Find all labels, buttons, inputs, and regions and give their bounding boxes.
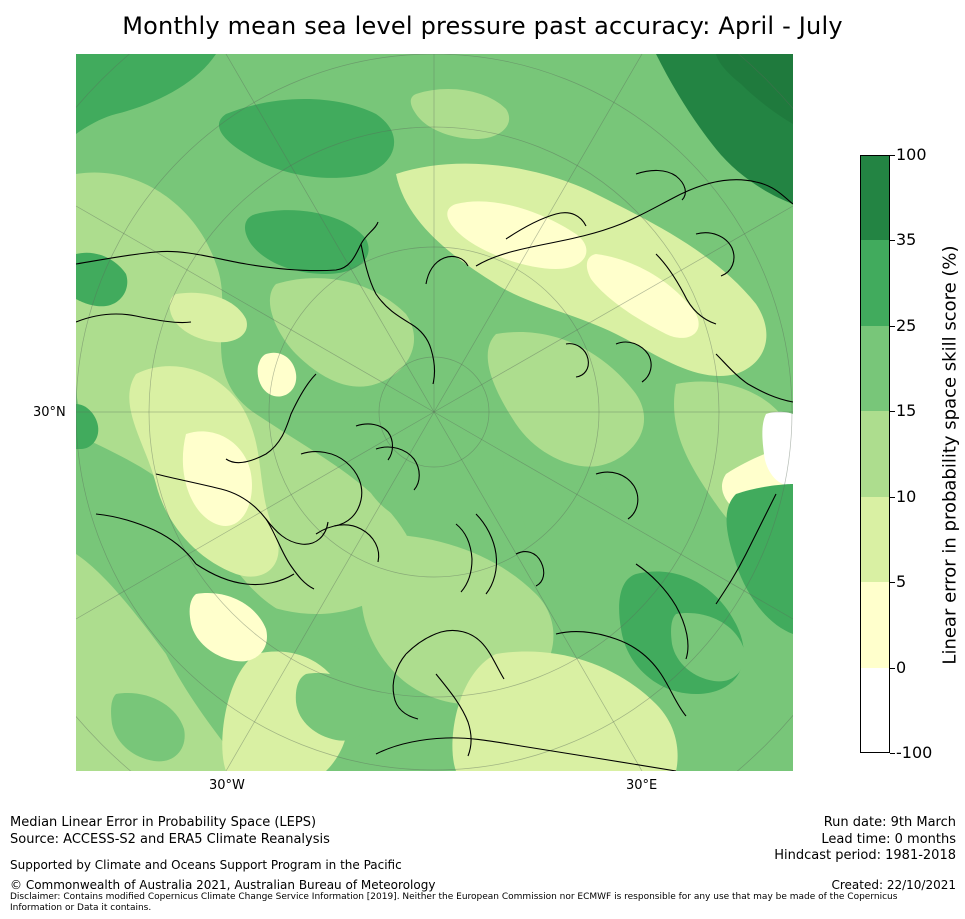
- colorbar-tick-label: 25: [896, 315, 917, 335]
- footer-run-date: Run date: 9th March: [823, 815, 956, 830]
- colorbar-tick: [890, 155, 895, 156]
- colorbar-tick: [890, 411, 895, 413]
- colorbar-tick-label: 100: [896, 145, 927, 164]
- footer-support: Supported by Climate and Oceans Support …: [10, 858, 402, 872]
- footer-lead-time: Lead time: 0 months: [821, 832, 956, 847]
- footer-disclaimer: Disclaimer: Contains modified Copernicus…: [10, 892, 898, 913]
- colorbar-tick: [890, 496, 895, 498]
- footer-copyright: © Commonwealth of Australia 2021, Austra…: [10, 878, 436, 892]
- colorbar-bin: [860, 325, 890, 412]
- colorbar-bin: [860, 496, 890, 583]
- colorbar-tick: [890, 753, 895, 754]
- lon-label-30e: 30°E: [626, 778, 658, 793]
- skill-score-field: [76, 54, 793, 771]
- colorbar-bin: [860, 155, 890, 241]
- colorbar: [860, 155, 890, 753]
- colorbar-tick-label: 10: [896, 486, 917, 506]
- colorbar-tick-label: 5: [896, 572, 907, 592]
- graticule: [76, 54, 793, 771]
- colorbar-tick: [890, 325, 895, 327]
- colorbar-bin: [860, 582, 890, 668]
- colorbar-tick-label: 0: [896, 657, 907, 677]
- colorbar-tick-label: 15: [896, 401, 917, 421]
- footer-created: Created: 22/10/2021: [831, 878, 956, 892]
- colorbar-tick-label: -100: [896, 743, 933, 762]
- colorbar-bin: [860, 667, 890, 753]
- chart-title: Monthly mean sea level pressure past acc…: [122, 12, 843, 40]
- colorbar-tick-label: 35: [896, 230, 917, 250]
- coastlines: [76, 169, 793, 771]
- colorbar-tick: [890, 667, 895, 669]
- colorbar-tick: [890, 240, 895, 242]
- colorbar-title: Linear error in probability space skill …: [939, 245, 961, 665]
- footer-leps: Median Linear Error in Probability Space…: [10, 815, 317, 830]
- colorbar-tick: [890, 582, 895, 584]
- colorbar-bin: [860, 240, 890, 326]
- footer-hindcast: Hindcast period: 1981-2018: [774, 848, 956, 863]
- colorbar-bin: [860, 411, 890, 497]
- polar-map[interactable]: [76, 54, 793, 771]
- footer-source: Source: ACCESS-S2 and ERA5 Climate Reana…: [10, 832, 330, 847]
- lon-label-30w: 30°W: [209, 778, 245, 793]
- map-svg: [76, 54, 793, 771]
- lat-label-30n: 30°N: [33, 405, 66, 420]
